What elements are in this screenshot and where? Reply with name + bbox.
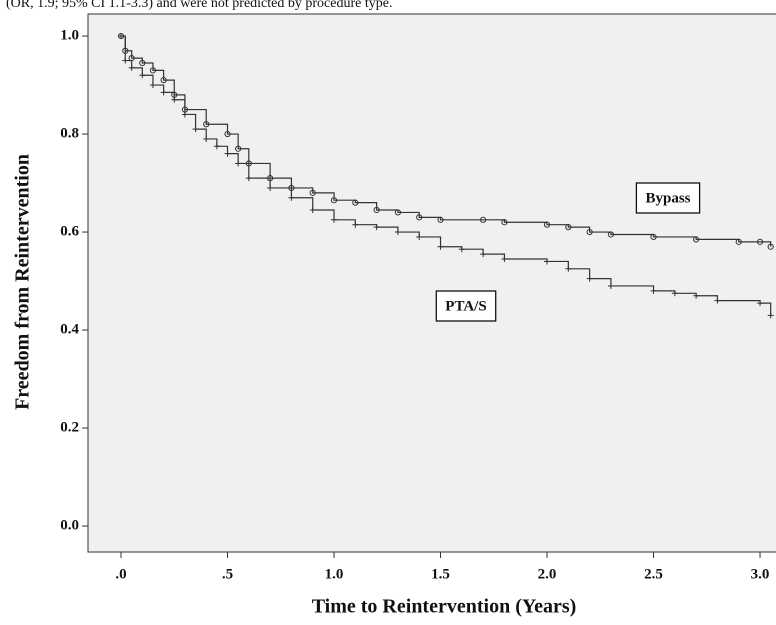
x-tick-label: .5 — [222, 566, 233, 582]
censor-marker — [181, 111, 188, 118]
annotation: Bypass — [645, 190, 690, 206]
censor-marker — [543, 221, 551, 228]
censor-marker — [544, 258, 551, 265]
y-tick-label: 0.8 — [60, 125, 79, 141]
x-tick-label: 2.0 — [538, 566, 557, 582]
y-tick-label: 0.2 — [60, 419, 79, 435]
censor-marker — [235, 145, 242, 152]
censor-marker — [458, 246, 465, 253]
censor-marker — [607, 282, 614, 289]
censor-marker — [213, 143, 220, 150]
censor-marker — [693, 236, 700, 243]
censor-marker — [330, 197, 338, 204]
censor-marker — [309, 206, 316, 213]
censor-marker — [607, 231, 615, 238]
censor-marker — [122, 57, 129, 64]
censor-marker — [767, 243, 774, 250]
censor-marker — [394, 229, 401, 236]
censor-marker — [267, 184, 274, 191]
censor-marker — [650, 287, 657, 294]
header-strip — [0, 0, 776, 14]
censor-marker — [437, 243, 444, 250]
plot-area — [87, 13, 776, 553]
y-axis-title: Freedom from Reintervention — [12, 154, 34, 410]
censor-marker — [714, 297, 721, 304]
x-axis-title: Time to Reintervention (Years) — [312, 596, 577, 618]
censor-marker — [501, 255, 508, 262]
censor-marker — [192, 126, 199, 133]
censor-marker — [373, 206, 380, 214]
y-tick-label: 1.0 — [60, 27, 79, 43]
censor-marker — [671, 290, 678, 297]
x-tick-label: .0 — [115, 566, 126, 582]
censor-marker — [586, 275, 593, 282]
censor-marker — [118, 33, 125, 40]
censor-marker — [480, 216, 487, 223]
censor-marker — [586, 228, 593, 236]
censor-marker — [160, 89, 167, 96]
y-tick-label: 0.4 — [60, 321, 79, 337]
censor-marker — [235, 160, 242, 167]
censor-marker — [203, 135, 210, 142]
censor-marker — [224, 150, 231, 157]
censor-marker — [149, 82, 156, 89]
plot-series — [117, 32, 774, 319]
x-tick-label: 1.0 — [325, 566, 344, 582]
x-tick-label: 3.0 — [751, 566, 770, 582]
censor-marker — [416, 233, 423, 240]
censor-marker — [224, 130, 231, 138]
censor-marker — [480, 251, 487, 258]
censor-marker — [128, 64, 135, 71]
censor-marker — [501, 219, 508, 226]
censor-marker — [149, 67, 157, 74]
censor-marker — [288, 194, 295, 201]
censor-marker — [139, 72, 146, 79]
x-tick-label: 2.5 — [644, 566, 663, 582]
censor-marker — [565, 224, 572, 231]
y-tick-label: 0.0 — [60, 517, 79, 533]
annotation-box — [635, 182, 701, 214]
censor-marker — [650, 233, 657, 241]
censor-marker — [565, 265, 572, 272]
censor-marker — [203, 121, 210, 128]
y-tick-label: 0.6 — [60, 223, 79, 239]
subtitle: (OR, 1.9; 95% CI 1.1-3.3) and were not p… — [6, 0, 392, 11]
censor-marker — [171, 96, 178, 103]
censor-marker — [735, 238, 742, 245]
censor-marker — [373, 224, 380, 231]
censor-marker — [416, 214, 423, 221]
censor-marker — [331, 216, 338, 223]
annotation-box — [435, 290, 497, 322]
censor-marker — [756, 238, 764, 245]
censor-marker — [394, 209, 402, 216]
x-tick-label: 1.5 — [431, 566, 450, 582]
censor-marker — [245, 175, 252, 182]
censor-marker — [352, 221, 359, 228]
censor-marker — [139, 59, 146, 67]
annotation: PTA/S — [445, 298, 486, 314]
censor-marker — [693, 292, 700, 299]
censor-marker — [160, 77, 167, 84]
censor-marker — [757, 300, 764, 307]
censor-marker — [437, 216, 444, 223]
censor-marker — [767, 312, 774, 319]
censor-marker — [309, 189, 316, 196]
censor-marker — [352, 199, 359, 206]
